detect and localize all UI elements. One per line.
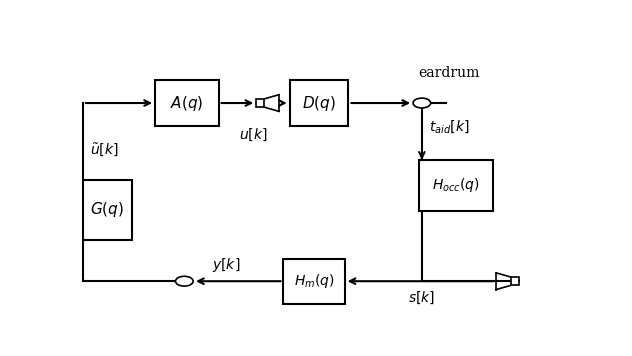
Bar [256,99,264,107]
Circle shape [176,276,193,286]
Bar [155,80,219,126]
Text: $\tilde{u}[k]$: $\tilde{u}[k]$ [90,141,118,158]
Bar [511,277,519,286]
Text: $t_{aid}[k]$: $t_{aid}[k]$ [429,118,470,135]
Bar [289,80,348,126]
Circle shape [413,98,430,108]
Bar [83,180,132,240]
Text: $H_m(q)$: $H_m(q)$ [294,272,334,290]
Text: $G(q)$: $G(q)$ [90,200,125,219]
Text: $A(q)$: $A(q)$ [170,94,204,112]
Text: eardrum: eardrum [418,66,480,80]
Bar [284,258,344,304]
Bar [420,160,493,211]
Text: $y[k]$: $y[k]$ [212,256,240,274]
Text: $H_{occ}(q)$: $H_{occ}(q)$ [432,176,480,194]
Text: $u[k]$: $u[k]$ [239,126,267,143]
Text: $D(q)$: $D(q)$ [302,94,336,112]
Text: $s[k]$: $s[k]$ [408,289,435,306]
